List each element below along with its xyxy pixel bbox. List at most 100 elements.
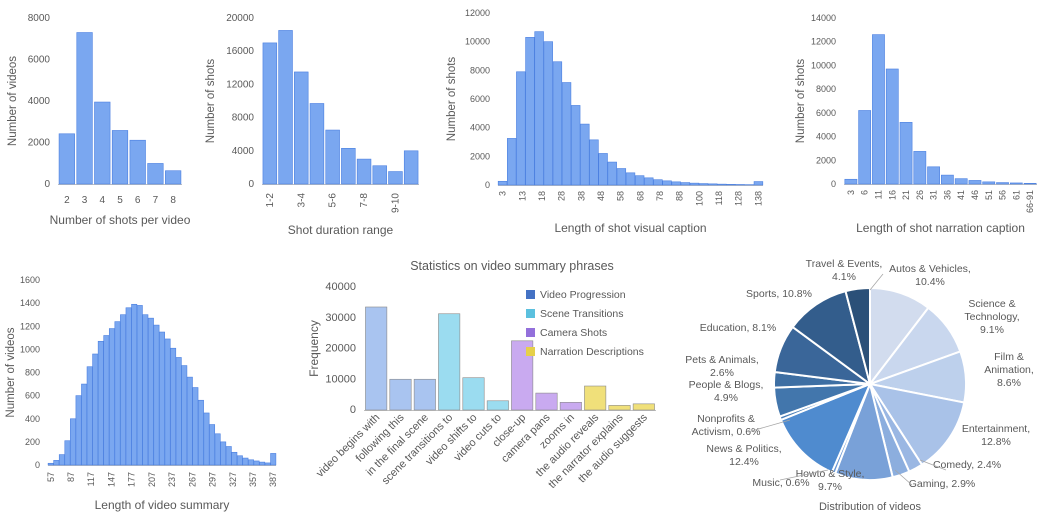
bar [70, 418, 76, 466]
bar [735, 184, 745, 186]
bar [203, 412, 210, 466]
bar [570, 105, 581, 186]
y-tick-label: 6000 [816, 108, 836, 118]
bar [372, 165, 387, 185]
pie-label: Education, 8.1% [700, 322, 776, 334]
x-tick-label: 36 [942, 190, 952, 200]
bar [507, 138, 517, 186]
bar [278, 30, 293, 185]
bar [53, 460, 60, 466]
bar [561, 82, 572, 186]
bar [175, 357, 182, 466]
x-tick-label: 18 [537, 191, 547, 201]
bar [181, 365, 188, 466]
pie-label: Comedy, 2.4% [933, 459, 1001, 471]
y-tick-label: 400 [25, 414, 40, 424]
bar [413, 378, 436, 411]
chart-title: Statistics on video summary phrases [410, 259, 614, 273]
y-tick-label: 0 [248, 179, 254, 190]
x-tick-label: 2 [64, 195, 70, 206]
pie-label: Sports, 10.8% [746, 288, 812, 300]
y-tick-label: 20000 [226, 13, 254, 24]
leader-line [919, 459, 947, 471]
bar [872, 34, 885, 185]
legend-swatch [526, 309, 535, 318]
pie-label: Nonprofits & Activism, 0.6% [692, 413, 761, 438]
bar [608, 405, 631, 411]
bar [634, 175, 645, 186]
bar [662, 180, 672, 186]
x-tick-label: 88 [675, 191, 685, 201]
leader-line [869, 273, 884, 291]
y-tick-label: 8000 [470, 65, 490, 75]
x-tick-label: 3 [498, 191, 508, 196]
bar [164, 338, 171, 466]
bar [1023, 182, 1037, 185]
bar [632, 403, 655, 411]
pie-label: Music, 0.6% [752, 477, 809, 489]
x-tick-label: 7-8 [359, 193, 370, 208]
x-tick-label: 11 [873, 190, 883, 199]
x-tick-label: 3-4 [296, 193, 307, 208]
x-tick-label: 5 [117, 195, 123, 206]
x-tick-label: 207 [147, 472, 157, 487]
x-tick-label: 61 [1011, 190, 1021, 200]
y-tick-label: 4000 [816, 132, 836, 142]
x-tick-label: 4 [100, 195, 106, 206]
y-tick-label: 800 [25, 368, 40, 378]
bar [264, 462, 271, 466]
pie-label: Entertainment, 12.8% [962, 423, 1030, 448]
x-tick-label: 357 [248, 472, 258, 487]
bar [598, 153, 608, 186]
bar [147, 317, 154, 466]
bar [114, 321, 121, 466]
chart-2: 0 4000 8000 12000 16000 20000 1-2 3-4 5-6 7-8 9-10… [205, 13, 419, 237]
bar [899, 122, 913, 185]
bar [270, 453, 277, 466]
y-tick-label: 10000 [325, 373, 356, 385]
y-tick-label: 8000 [816, 84, 836, 94]
leader-line [894, 469, 913, 486]
bar [92, 353, 99, 466]
y-tick-label: 10000 [811, 60, 836, 70]
y-tick-label: 600 [25, 391, 40, 401]
y-tick-label: 0 [485, 180, 490, 190]
legend-entry: Camera Shots [540, 327, 607, 339]
chart-1: 0 2000 4000 6000 8000 2 3 4 5 6 7 8 Number of shots … [7, 13, 191, 227]
bar [996, 182, 1009, 185]
y-tick-label: 12000 [811, 37, 836, 47]
bar [389, 378, 412, 411]
bar [309, 103, 325, 185]
pie-caption: Distribution of videos [819, 501, 922, 513]
bar [403, 150, 419, 185]
bar [698, 183, 709, 186]
y-axis-title: Number of shots [205, 59, 217, 144]
legend-swatch [526, 328, 535, 337]
x-tick-label: 57 [46, 472, 56, 482]
bar [844, 178, 858, 185]
bar [97, 340, 104, 466]
y-tick-label: 0 [44, 179, 50, 190]
bar [131, 303, 138, 466]
bar [192, 387, 199, 466]
bar [941, 174, 954, 185]
chart-5: 0 200 400 600 800 1000 1200 1400 1600 57 87 117 147 1… [5, 275, 278, 512]
y-axis-title: Number of videos [5, 327, 17, 417]
x-tick-label: 118 [714, 191, 724, 205]
bar [913, 151, 927, 185]
bar [589, 139, 599, 186]
bar [58, 454, 65, 466]
bar [75, 395, 82, 466]
y-tick-label: 4000 [232, 146, 255, 157]
legend-entry: Video Progression [540, 289, 626, 301]
bar [236, 455, 243, 466]
bar [58, 133, 75, 185]
y-tick-label: 2000 [28, 138, 51, 149]
y-tick-label: 8000 [232, 113, 255, 124]
chart-7-pie: Autos & Vehicles, 10.4% Science & Technolog… [685, 258, 1034, 513]
bar [248, 459, 254, 466]
bar [438, 313, 461, 411]
y-tick-label: 6000 [470, 94, 490, 104]
bar [262, 42, 278, 185]
